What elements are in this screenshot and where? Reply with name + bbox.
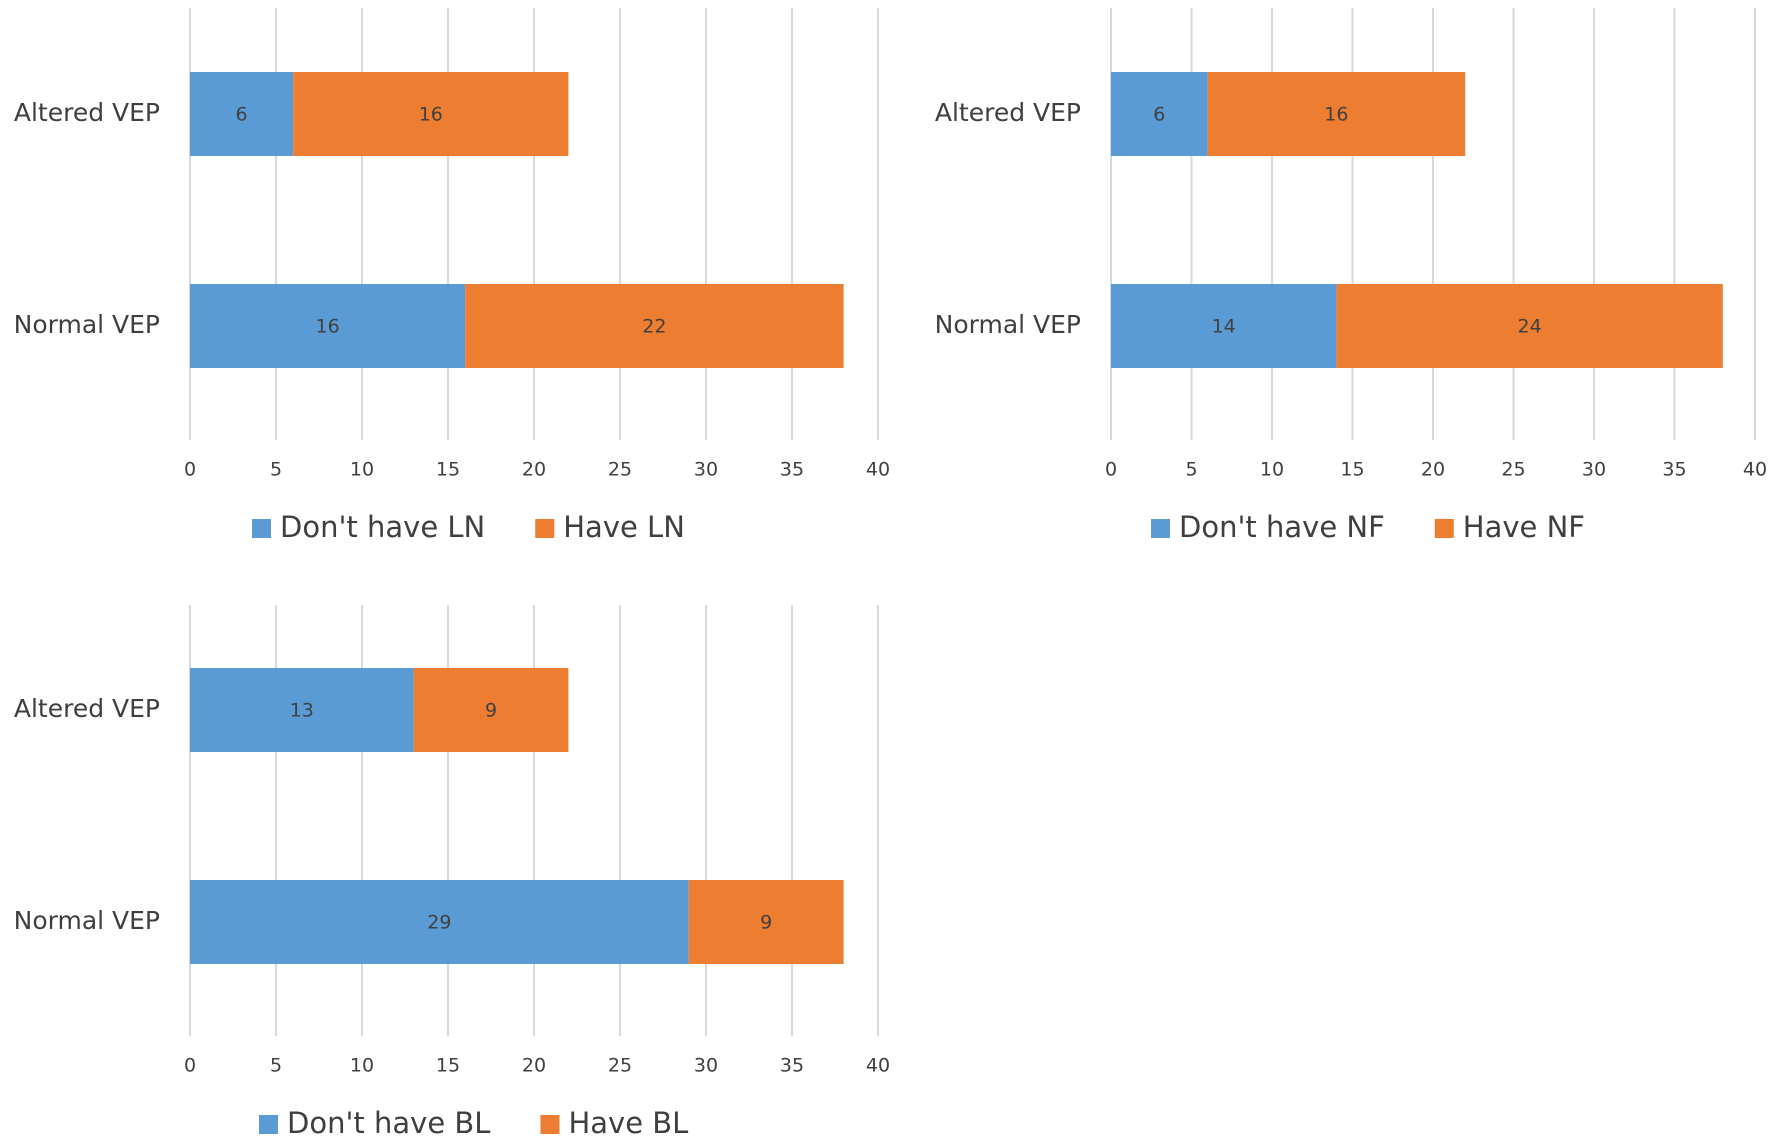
legend-label: Don't have BL (287, 1106, 490, 1140)
legend-swatch (1151, 519, 1170, 538)
bar-segment (190, 72, 294, 156)
legend-swatch (1434, 519, 1454, 538)
x-tick-label: 15 (436, 1055, 460, 1077)
bar-segment (413, 668, 569, 752)
bar-segment (1111, 72, 1208, 156)
category-label: Normal VEP (14, 906, 160, 935)
x-tick-label: 0 (184, 459, 196, 481)
x-tick-label: 40 (1743, 459, 1767, 481)
chart-bl: 0 5 10 15 20 25 30 35 40 Altered VEP 13 9 Normal VEP… (14, 605, 890, 1140)
chart-nerve-fiber: 0 5 10 15 20 25 30 35 40 Altered VEP 6 16 Normal VEP… (935, 8, 1767, 544)
x-tick-label: 15 (436, 459, 460, 481)
x-tick-label: 20 (1421, 459, 1445, 481)
x-tick-label: 5 (270, 459, 282, 481)
bar-value-label: 13 (290, 700, 314, 722)
legend-label: Have NF (1463, 510, 1585, 544)
category-label: Normal VEP (14, 310, 160, 339)
x-tick-label: 10 (350, 459, 374, 481)
x-tick-label: 30 (694, 1055, 718, 1077)
legend-label: Don't have LN (280, 510, 485, 544)
x-tick-label: 0 (184, 1055, 196, 1077)
x-tick-label: 25 (608, 459, 632, 481)
x-tick-label: 40 (866, 1055, 890, 1077)
bar-value-label: 16 (316, 316, 340, 338)
legend-swatch (535, 519, 555, 538)
bar-value-label: 9 (485, 700, 497, 722)
x-tick-label: 0 (1105, 459, 1117, 481)
bar-segment (190, 284, 466, 368)
x-tick-label: 20 (522, 459, 546, 481)
bar-segment (465, 284, 844, 368)
x-tick-label: 5 (1185, 459, 1197, 481)
x-tick-label: 10 (1260, 459, 1284, 481)
bar-value-label: 29 (427, 912, 451, 934)
x-tick-label: 25 (608, 1055, 632, 1077)
x-tick-label: 20 (522, 1055, 546, 1077)
bar-value-label: 9 (760, 912, 772, 934)
bar-segment (1336, 284, 1723, 368)
legend-label: Have BL (568, 1106, 688, 1140)
x-tick-label: 25 (1501, 459, 1525, 481)
bar-value-label: 22 (642, 316, 666, 338)
x-tick-label: 15 (1340, 459, 1364, 481)
category-label: Normal VEP (935, 310, 1081, 339)
legend-label: Don't have NF (1179, 510, 1385, 544)
category-label: Altered VEP (14, 694, 160, 723)
x-tick-label: 30 (694, 459, 718, 481)
bar-value-label: 16 (1324, 104, 1348, 126)
legend-label: Have LN (563, 510, 685, 544)
x-tick-label: 35 (780, 1055, 804, 1077)
x-tick-label: 10 (350, 1055, 374, 1077)
x-tick-label: 40 (866, 459, 890, 481)
bar-value-label: 14 (1212, 316, 1236, 338)
bar-value-label: 24 (1518, 316, 1542, 338)
bar-segment (688, 880, 844, 964)
bar-value-label: 16 (419, 104, 443, 126)
bar-segment (190, 668, 414, 752)
x-tick-label: 35 (1662, 459, 1686, 481)
bar-segment (1207, 72, 1466, 156)
category-label: Altered VEP (14, 98, 160, 127)
category-label: Altered VEP (935, 98, 1081, 127)
bar-segment (293, 72, 569, 156)
x-tick-label: 5 (270, 1055, 282, 1077)
x-tick-label: 35 (780, 459, 804, 481)
legend-swatch (252, 519, 271, 538)
chart-lymph-node: 0 5 10 15 20 25 30 35 40 Altered VEP 6 16 Normal VEP… (14, 8, 890, 544)
legend-swatch (540, 1115, 560, 1134)
bar-value-label: 6 (1153, 104, 1165, 126)
bar-segment (1111, 284, 1337, 368)
bar-segment (190, 880, 689, 964)
bar-value-label: 6 (236, 104, 248, 126)
x-tick-label: 30 (1582, 459, 1606, 481)
legend-swatch (259, 1115, 278, 1134)
